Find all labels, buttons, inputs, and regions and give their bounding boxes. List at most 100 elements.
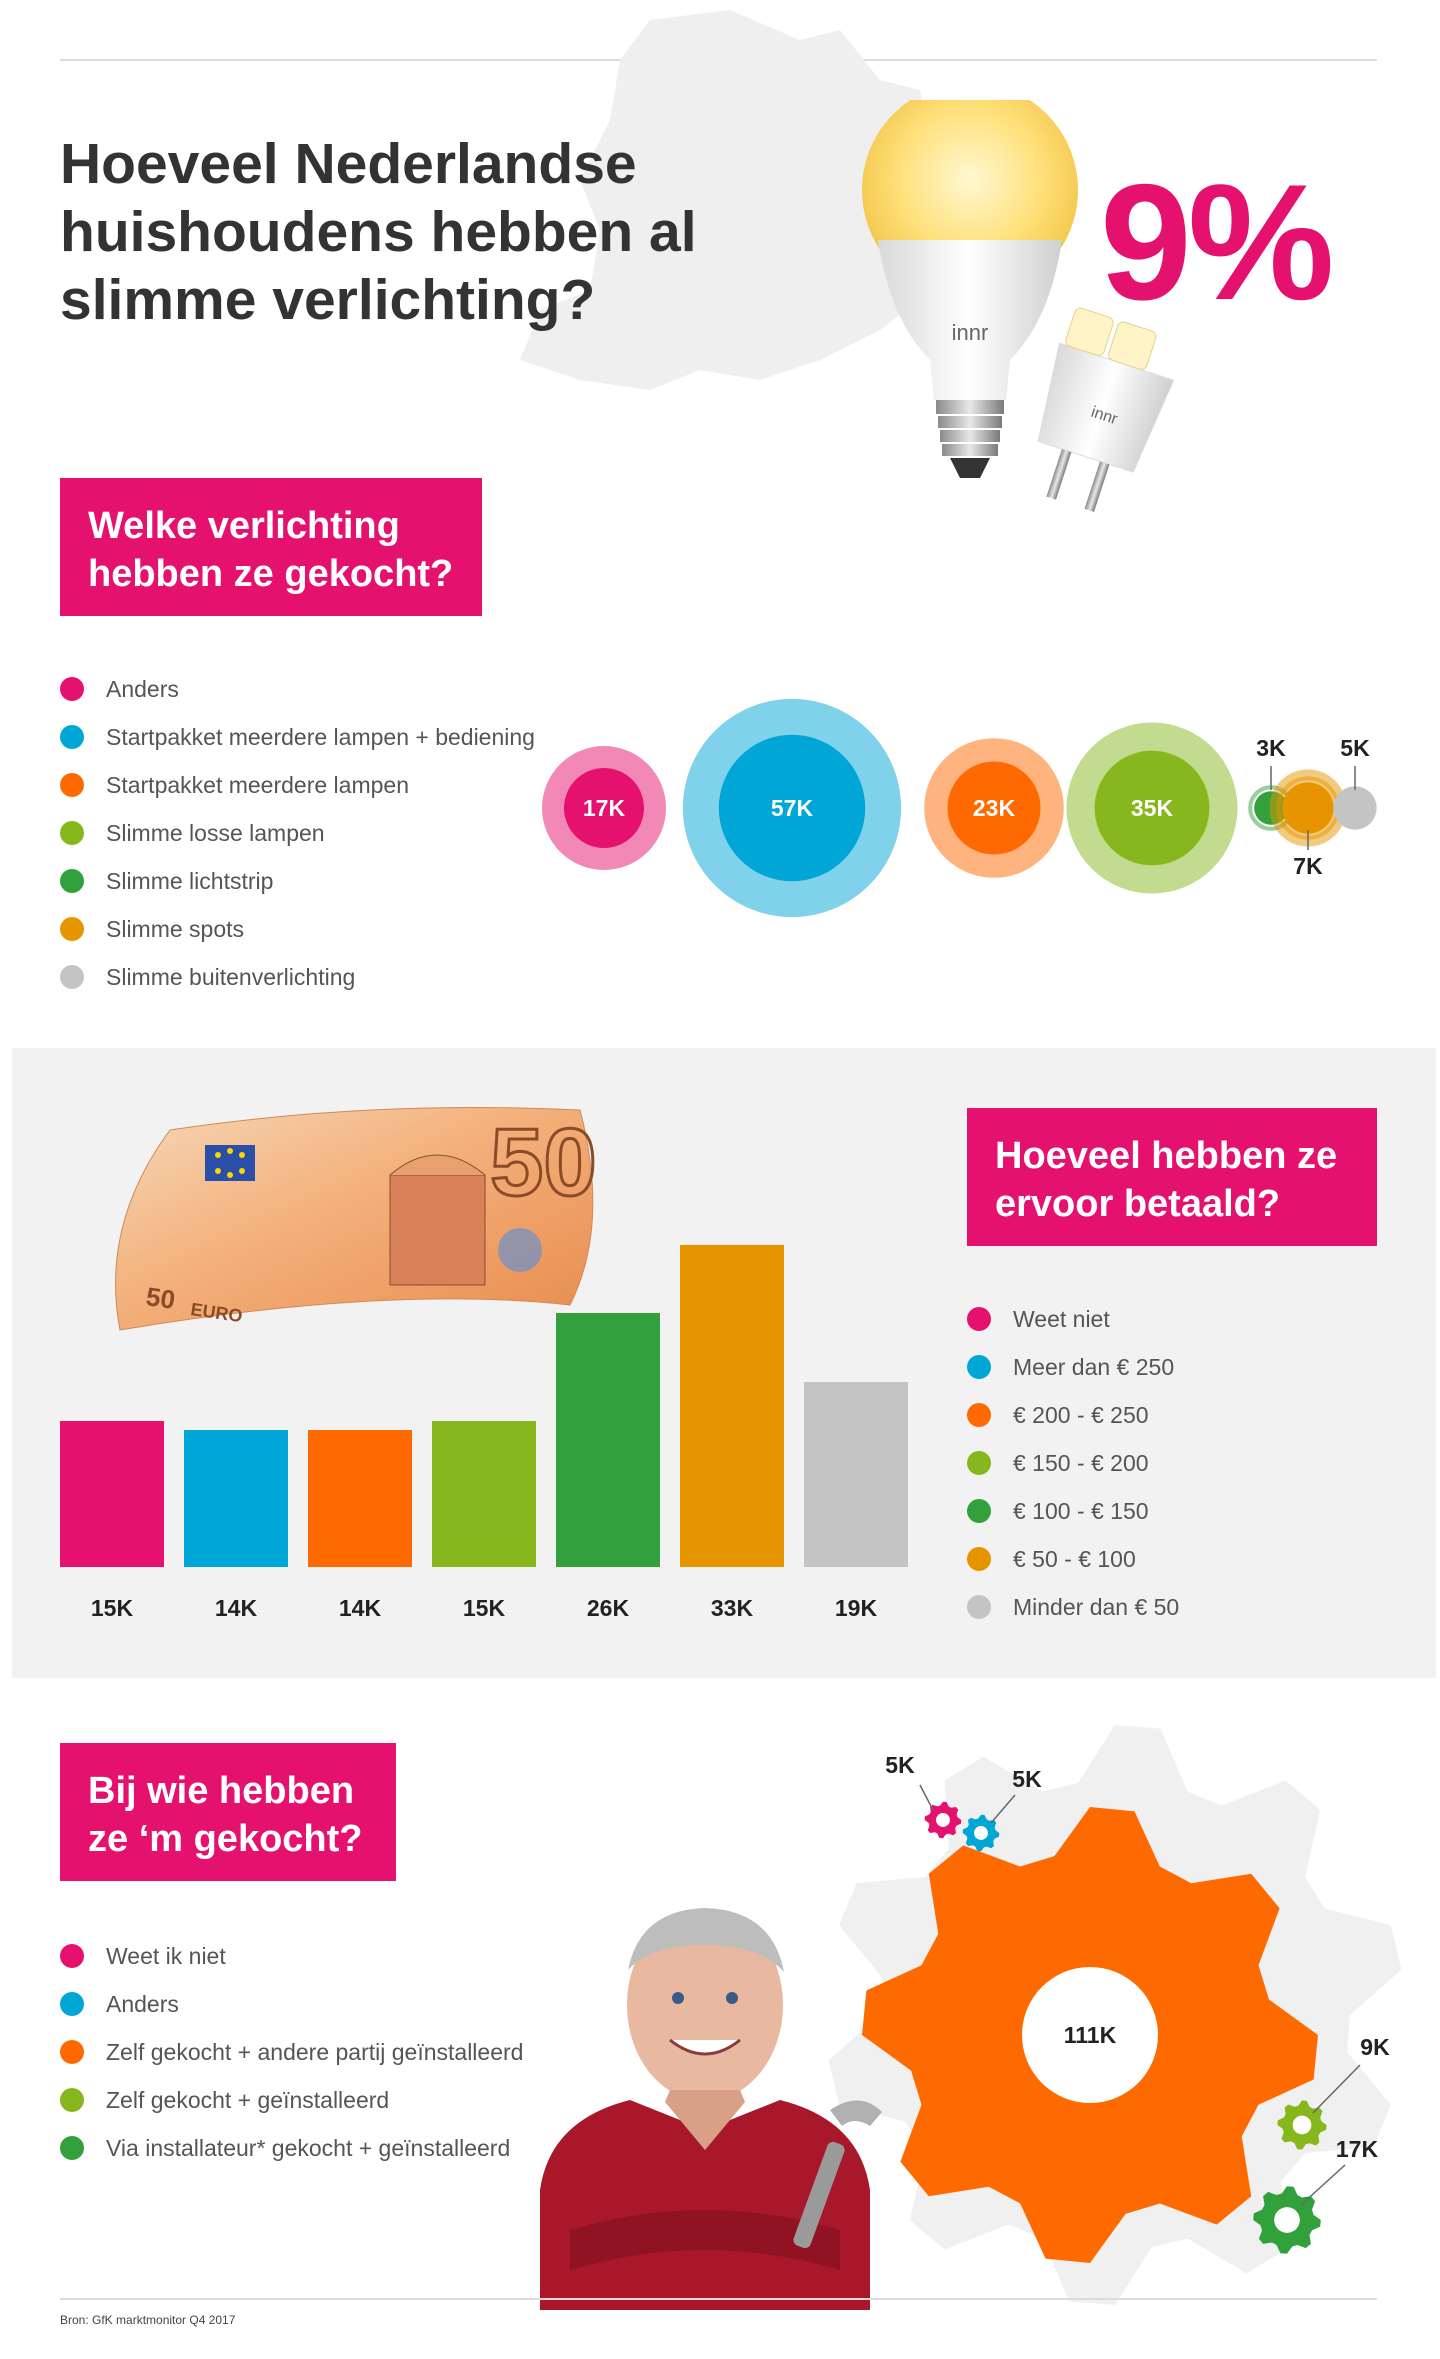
gear-value-label: 5K — [885, 1752, 915, 1778]
legend-label: Slimme buitenverlichting — [106, 963, 356, 990]
bubble — [1094, 750, 1210, 866]
section2-legend: Weet niet Meer dan € 250 € 200 - € 250 € 15… — [967, 1295, 1179, 1631]
smart-bulbs-illustration: innr innr — [862, 100, 1175, 513]
legend-label: € 200 - € 250 — [1013, 1401, 1149, 1428]
legend-label: Slimme losse lampen — [106, 819, 325, 846]
section1-legend-item: Startpakket meerdere lampen + bediening — [60, 713, 535, 761]
legend-dot-icon — [60, 1992, 84, 2016]
legend-dot-icon — [967, 1547, 991, 1571]
bar — [60, 1420, 164, 1567]
legend-label: Slimme spots — [106, 915, 245, 942]
section3-legend-item: Anders — [60, 1980, 523, 2028]
legend-dot-icon — [60, 2136, 84, 2160]
legend-label: € 100 - € 150 — [1013, 1497, 1149, 1524]
bar-value-label: 19K — [834, 1595, 878, 1621]
bar-value-label: 33K — [710, 1595, 754, 1621]
section1-legend-item: Anders — [60, 665, 535, 713]
bar — [432, 1420, 536, 1567]
legend-dot-icon — [967, 1499, 991, 1523]
section2-legend-item: € 200 - € 250 — [967, 1391, 1179, 1439]
legend-dot-icon — [60, 965, 84, 989]
section3-legend: Weet ik niet Anders Zelf gekocht + andere … — [60, 1932, 523, 2172]
legend-dot-icon — [967, 1595, 991, 1619]
section1-legend-item: Slimme buitenverlichting — [60, 953, 535, 1001]
section1-legend-item: Slimme spots — [60, 905, 535, 953]
section1-legend: Anders Startpakket meerdere lampen + bedi… — [60, 665, 535, 1001]
bubble-label: 23K — [973, 795, 1016, 821]
bar — [308, 1430, 412, 1567]
gear-hole — [1022, 1967, 1158, 2103]
section2-legend-item: Minder dan € 50 — [967, 1583, 1179, 1631]
bubble — [1333, 786, 1377, 830]
bar — [804, 1381, 908, 1567]
section1-legend-item: Slimme lichtstrip — [60, 857, 535, 905]
gear-hole — [936, 1813, 950, 1827]
installer-person-photo — [540, 1908, 882, 2310]
section2-legend-item: Weet niet — [967, 1295, 1179, 1343]
legend-dot-icon — [967, 1403, 991, 1427]
section3-legend-item: Via installateur* gekocht + geïnstalleer… — [60, 2124, 523, 2172]
legend-dot-icon — [60, 2088, 84, 2112]
gear-hole — [1274, 2207, 1300, 2233]
section2-legend-item: Meer dan € 250 — [967, 1343, 1179, 1391]
legend-dot-icon — [60, 677, 84, 701]
bubble-label: 7K — [1293, 853, 1323, 879]
gear-leader-line — [990, 1794, 1016, 1824]
bar-value-label: 26K — [586, 1595, 630, 1621]
purchase-type-bubble-chart: 17K 57K 23K 35K 3K 7K 5K — [542, 698, 1377, 918]
legend-dot-icon — [60, 773, 84, 797]
bulb-brand-logo: innr — [952, 320, 989, 345]
legend-dot-icon — [60, 869, 84, 893]
section2-legend-item: € 100 - € 150 — [967, 1487, 1179, 1535]
section3-legend-item: Weet ik niet — [60, 1932, 523, 1980]
gear-value-label: 5K — [1012, 1766, 1042, 1792]
legend-label: € 150 - € 200 — [1013, 1449, 1149, 1476]
legend-label: € 50 - € 100 — [1013, 1545, 1136, 1572]
section2-heading: Hoeveel hebben ze ervoor betaald? — [967, 1108, 1377, 1246]
legend-dot-icon — [60, 725, 84, 749]
legend-label: Meer dan € 250 — [1013, 1353, 1175, 1380]
gear-leader-line — [1312, 2064, 1361, 2114]
headline-percentage: 9% — [1100, 150, 1334, 334]
legend-label: Via installateur* gekocht + geïnstalleer… — [106, 2134, 511, 2161]
netherlands-map-silhouette — [520, 10, 970, 390]
page-title: Hoeveel Nederlandse huishoudens hebben a… — [60, 132, 697, 332]
bubble — [718, 734, 866, 882]
bubble-label: 35K — [1131, 795, 1174, 821]
bar-value-label: 14K — [338, 1595, 382, 1621]
section2-legend-item: € 50 - € 100 — [967, 1535, 1179, 1583]
legend-dot-icon — [60, 1944, 84, 1968]
bar — [184, 1430, 288, 1567]
gear-hole — [1292, 2115, 1312, 2135]
section3-legend-item: Zelf gekocht + andere partij geïnstallee… — [60, 2028, 523, 2076]
bubble-label: 57K — [771, 795, 814, 821]
bottom-divider — [60, 2298, 1377, 2300]
section3-legend-item: Zelf gekocht + geïnstalleerd — [60, 2076, 523, 2124]
bar-value-label: 15K — [462, 1595, 506, 1621]
gear-value-label: 9K — [1360, 2034, 1390, 2060]
gear-value-label: 17K — [1336, 2136, 1379, 2162]
bar — [556, 1313, 660, 1567]
legend-label: Weet niet — [1013, 1305, 1110, 1332]
legend-label: Zelf gekocht + andere partij geïnstallee… — [106, 2038, 524, 2065]
legend-dot-icon — [60, 2040, 84, 2064]
legend-label: Weet ik niet — [106, 1942, 226, 1969]
legend-dot-icon — [967, 1355, 991, 1379]
source-note: Bron: GfK marktmonitor Q4 2017 — [60, 2313, 236, 2327]
gear-leader-line — [919, 1784, 934, 1811]
section1-heading: Welke verlichting hebben ze gekocht? — [60, 478, 482, 616]
legend-dot-icon — [967, 1307, 991, 1331]
gear-hole — [974, 1826, 988, 1840]
bubble-label: 5K — [1340, 735, 1370, 761]
bubble — [947, 761, 1041, 855]
bar-value-label: 15K — [90, 1595, 134, 1621]
legend-dot-icon — [60, 917, 84, 941]
legend-label: Slimme lichtstrip — [106, 867, 274, 894]
bubble-label: 3K — [1256, 735, 1286, 761]
legend-label: Anders — [106, 1990, 179, 2017]
bar — [680, 1245, 784, 1567]
section1-legend-item: Slimme losse lampen — [60, 809, 535, 857]
section1-legend-item: Startpakket meerdere lampen — [60, 761, 535, 809]
legend-label: Minder dan € 50 — [1013, 1593, 1180, 1620]
section2-legend-item: € 150 - € 200 — [967, 1439, 1179, 1487]
